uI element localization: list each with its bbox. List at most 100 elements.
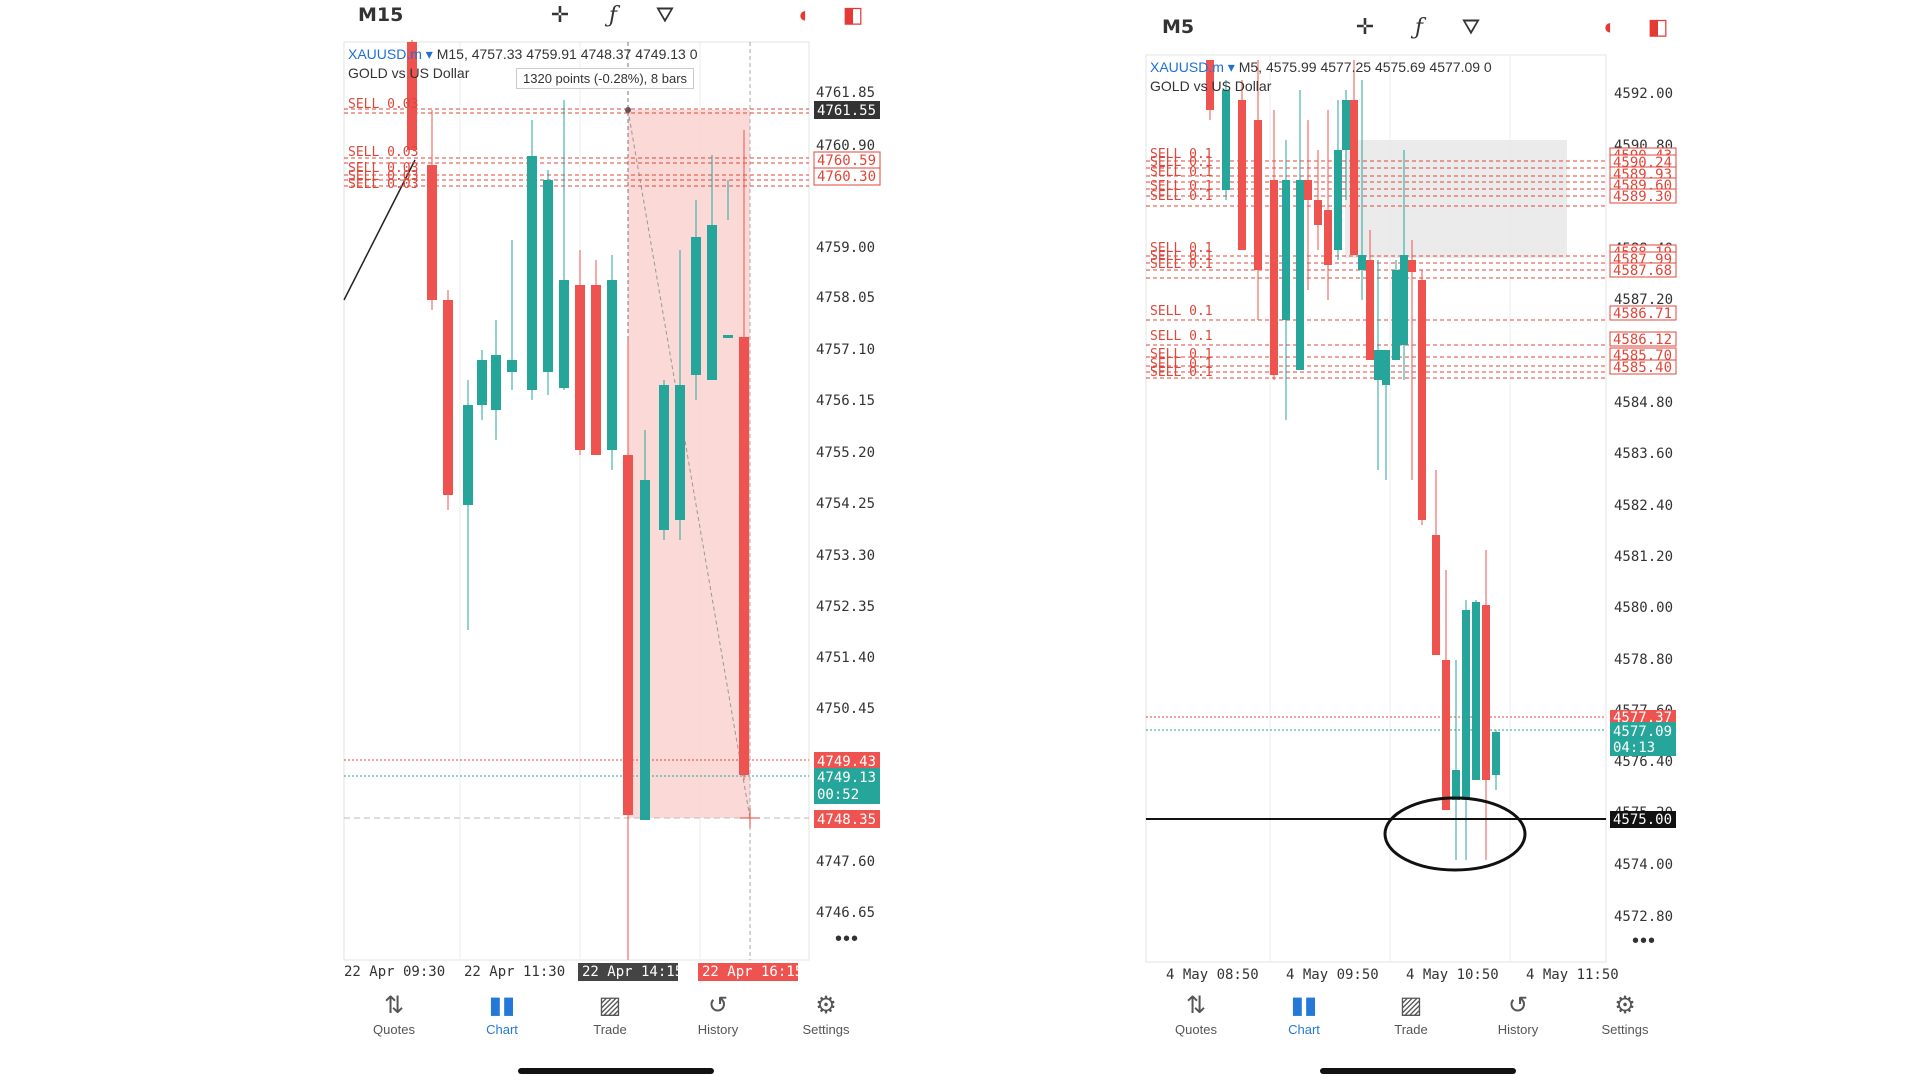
candle-body — [543, 180, 553, 372]
candle-body — [1366, 260, 1374, 360]
sell-price-tag: 4587.68 — [1613, 263, 1672, 279]
bid-price-tag: 4577.09 — [1613, 724, 1672, 740]
y-axis-label: 4747.60 — [816, 854, 875, 870]
y-axis-label: 4753.30 — [816, 548, 875, 564]
sell-order-label[interactable]: SELL 0.1 — [1150, 241, 1213, 256]
sell-order-label[interactable]: SELL 0.03 — [348, 97, 418, 112]
price-tag-bottom: 4748.35 — [817, 812, 876, 828]
candle-body — [1492, 732, 1500, 775]
trade-toggle-icon[interactable]: ◧ — [1647, 14, 1669, 39]
sell-order-label[interactable]: SELL 0.03 — [348, 177, 418, 192]
x-axis-label: 4 May 09:50 — [1286, 967, 1379, 983]
y-axis-label: 4581.20 — [1614, 549, 1673, 565]
nav-history[interactable]: ↺ History — [1464, 990, 1572, 1037]
chart-icon: ▮▮ — [1290, 992, 1318, 1019]
candle-body — [1222, 90, 1230, 190]
candle-body — [640, 480, 650, 820]
indicator-icon[interactable]: ƒ — [1414, 14, 1424, 40]
y-axis-label: 4587.20 — [1614, 292, 1673, 308]
sell-order-label[interactable]: SELL 0.1 — [1150, 357, 1213, 372]
y-axis-label: 4752.35 — [816, 599, 875, 615]
candle-body — [607, 280, 617, 450]
candle-body — [659, 385, 669, 530]
sell-price-tag: 4585.40 — [1613, 360, 1672, 376]
sell-order-label[interactable]: SELL 0.03 — [348, 161, 418, 176]
timeframe-label[interactable]: M15 — [358, 4, 404, 26]
symbol-header[interactable]: XAUUSD.m ▾ M5, 4575.99 4577.25 4575.69 4… — [1150, 59, 1492, 75]
trade-toggle-icon[interactable]: ◧ — [842, 2, 864, 27]
nav-trade[interactable]: ▨ Trade — [556, 990, 664, 1037]
candle-body — [691, 237, 701, 375]
sell-order-label[interactable]: SELL 0.1 — [1150, 147, 1213, 162]
candle-body — [739, 337, 749, 775]
candle-body — [491, 355, 501, 410]
one-click-icon[interactable]: ◐ — [1603, 14, 1617, 39]
y-axis-label: 4756.15 — [816, 393, 875, 409]
x-axis-cursor-label: 22 Apr 16:15 — [702, 964, 803, 980]
symbol-name[interactable]: XAUUSD.m — [348, 46, 422, 62]
home-indicator — [1320, 1068, 1516, 1074]
crosshair-icon[interactable]: ✛ — [1355, 14, 1375, 39]
history-icon: ↺ — [1507, 992, 1529, 1019]
sell-price-tag: 4589.30 — [1613, 189, 1672, 205]
nav-chart[interactable]: ▮▮ Chart — [448, 990, 556, 1037]
highlight-ellipse — [1383, 796, 1527, 872]
nav-trade[interactable]: ▨ Trade — [1357, 990, 1465, 1037]
quotes-icon: ⇅ — [383, 992, 405, 1019]
bar-timer: 04:13 — [1613, 740, 1655, 756]
candle-body — [1374, 350, 1382, 380]
y-axis-label: 4759.00 — [816, 240, 875, 256]
nav-quotes[interactable]: ⇅ Quotes — [1142, 990, 1250, 1037]
objects-icon[interactable]: ⛛ — [655, 2, 675, 27]
sell-order-label[interactable]: SELL 0.1 — [1150, 189, 1213, 204]
candle-body — [675, 385, 685, 520]
y-axis-label: 4758.05 — [816, 290, 875, 306]
more-icon[interactable]: ••• — [835, 928, 860, 950]
x-axis-label: 4 May 11:50 — [1526, 967, 1619, 983]
sell-order-label[interactable]: SELL 0.03 — [348, 145, 418, 160]
sell-order-label[interactable]: SELL 0.1 — [1150, 179, 1213, 194]
left-price-chart[interactable]: SELL 0.03 SELL 0.03 SELL 0.03 SELL 0.03 … — [340, 0, 900, 990]
trade-icon: ▨ — [1399, 992, 1423, 1019]
sell-order-label[interactable]: SELL 0.1 — [1150, 155, 1213, 170]
nav-settings[interactable]: ⚙ Settings — [1571, 990, 1679, 1037]
candle-body — [407, 42, 417, 150]
nav-settings[interactable]: ⚙ Settings — [772, 990, 880, 1037]
indicator-icon[interactable]: ƒ — [608, 2, 618, 28]
symbol-header[interactable]: XAUUSD.m ▾ M15, 4757.33 4759.91 4748.37 … — [348, 46, 698, 62]
sell-order-label[interactable]: SELL 0.1 — [1150, 329, 1213, 344]
sell-order-label[interactable]: SELL 0.1 — [1150, 365, 1213, 380]
candle-body — [707, 225, 717, 380]
timeframe-label[interactable]: M5 — [1162, 16, 1195, 38]
y-axis-label: 4757.10 — [816, 342, 875, 358]
candle-body — [1400, 255, 1408, 345]
nav-history[interactable]: ↺ History — [664, 990, 772, 1037]
candle-body — [1282, 180, 1290, 320]
sell-order-label[interactable]: SELL 0.03 — [348, 169, 418, 184]
x-axis-label: 4 May 08:50 — [1166, 967, 1259, 983]
chart-icon: ▮▮ — [488, 992, 516, 1019]
sell-order-label[interactable]: SELL 0.1 — [1150, 165, 1213, 180]
candle-body — [1442, 660, 1450, 810]
sell-order-label[interactable]: SELL 0.1 — [1150, 249, 1213, 264]
candle-body — [1358, 255, 1366, 270]
x-axis-label: 22 Apr 09:30 — [344, 964, 445, 980]
sell-order-label[interactable]: SELL 0.1 — [1150, 304, 1213, 319]
more-icon[interactable]: ••• — [1632, 930, 1657, 952]
nav-quotes[interactable]: ⇅ Quotes — [340, 990, 448, 1037]
crosshair-icon[interactable]: ✛ — [550, 2, 570, 27]
nav-chart[interactable]: ▮▮ Chart — [1250, 990, 1358, 1037]
one-click-icon[interactable]: ◐ — [798, 2, 812, 27]
candle-body — [1270, 180, 1278, 375]
objects-icon[interactable]: ⛛ — [1461, 14, 1481, 39]
y-axis-label: 4574.00 — [1614, 857, 1673, 873]
x-axis-cursor-label: 22 Apr 14:15 — [582, 964, 683, 980]
symbol-name[interactable]: XAUUSD.m — [1150, 59, 1224, 75]
y-axis-label: 4580.00 — [1614, 600, 1673, 616]
sell-order-label[interactable]: SELL 0.1 — [1150, 257, 1213, 272]
sell-price-tag: 4586.71 — [1613, 306, 1672, 322]
zone-rectangle — [1345, 140, 1567, 258]
sell-order-label[interactable]: SELL 0.1 — [1150, 347, 1213, 362]
ohlc-values: M15, 4757.33 4759.91 4748.37 4749.13 0 — [436, 46, 698, 62]
